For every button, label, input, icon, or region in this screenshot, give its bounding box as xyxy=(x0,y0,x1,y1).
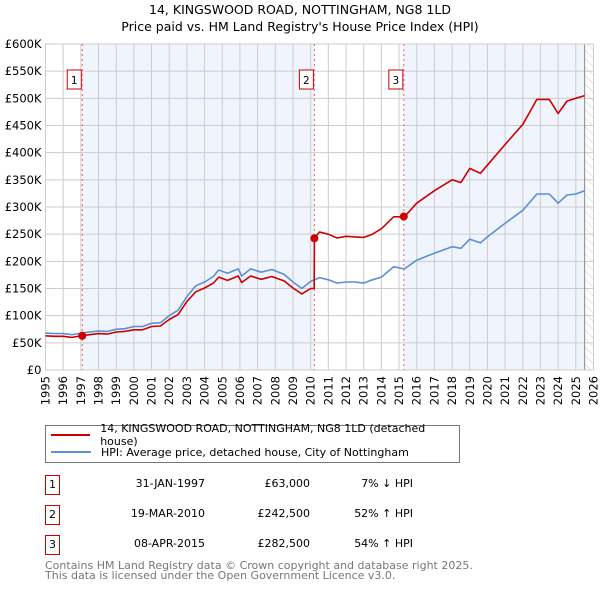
chart-title: 14, KINGSWOOD ROAD, NOTTINGHAM, NG8 1LD xyxy=(149,2,451,17)
legend: 14, KINGSWOOD ROAD, NOTTINGHAM, NG8 1LD … xyxy=(45,422,460,463)
x-tick-label: 2023 xyxy=(533,376,547,405)
sale-label-box xyxy=(66,69,82,90)
x-tick-label: 2015 xyxy=(392,376,406,405)
x-tick-label: 2010 xyxy=(304,376,318,405)
y-tick-label: £550K xyxy=(5,64,42,78)
sale-point xyxy=(310,234,319,243)
legend-swatch-price xyxy=(51,434,91,436)
x-tick-label: 2001 xyxy=(145,376,159,405)
transaction-hpi: 54% ↑ HPI xyxy=(354,537,413,550)
price-paid-line xyxy=(45,94,585,339)
transaction-date: 19-MAR-2010 xyxy=(130,507,205,520)
transaction-hpi: 7% ↓ HPI xyxy=(361,477,413,490)
x-tick-label: 2025 xyxy=(569,376,583,405)
y-tick-label: £500K xyxy=(5,91,42,105)
sale-point xyxy=(78,331,87,340)
transaction-marker: 3 xyxy=(45,535,60,555)
sale-label: 2 xyxy=(303,75,310,87)
x-tick-label: 2026 xyxy=(587,376,600,405)
x-tick-label: 1995 xyxy=(39,376,53,405)
transaction-row: 1 31-JAN-1997 £63,000 7% ↓ HPI xyxy=(45,475,465,495)
transaction-price: £242,500 xyxy=(257,507,311,520)
chart-subtitle: Price paid vs. HM Land Registry's House … xyxy=(121,19,479,34)
x-tick-label: 2020 xyxy=(480,376,494,405)
legend-item-hpi: HPI: Average price, detached house, City… xyxy=(51,444,409,460)
y-tick-label: £0 xyxy=(27,363,42,377)
transaction-row: 2 19-MAR-2010 £242,500 52% ↑ HPI xyxy=(45,505,465,525)
x-tick-label: 2019 xyxy=(463,376,477,405)
x-tick-label: 2004 xyxy=(198,376,212,405)
x-tick-label: 2011 xyxy=(321,376,335,405)
legend-item-price: 14, KINGSWOOD ROAD, NOTTINGHAM, NG8 1LD … xyxy=(51,422,459,448)
y-tick-label: £450K xyxy=(5,119,42,133)
legend-label-price: 14, KINGSWOOD ROAD, NOTTINGHAM, NG8 1LD … xyxy=(100,422,426,448)
sale-label: 1 xyxy=(71,75,78,87)
y-tick-label: £100K xyxy=(5,309,42,323)
y-tick-label: £250K xyxy=(5,227,42,241)
transaction-marker: 2 xyxy=(45,505,60,525)
x-tick-label: 2012 xyxy=(339,376,353,405)
x-tick-label: 2006 xyxy=(233,376,247,405)
x-tick-label: 2022 xyxy=(516,376,530,405)
x-tick-label: 2005 xyxy=(215,376,229,405)
x-tick-label: 2013 xyxy=(357,376,371,405)
transaction-date: 31-JAN-1997 xyxy=(135,477,205,490)
x-tick-label: 1999 xyxy=(109,376,123,405)
legend-swatch-hpi xyxy=(51,451,91,453)
y-tick-label: £300K xyxy=(5,200,42,214)
transaction-hpi: 52% ↑ HPI xyxy=(354,507,413,520)
x-tick-label: 2024 xyxy=(551,376,565,405)
y-tick-label: £200K xyxy=(5,254,42,268)
y-tick-label: £400K xyxy=(5,146,42,160)
x-tick-label: 2009 xyxy=(286,376,300,405)
transaction-date: 08-APR-2015 xyxy=(133,537,205,550)
sale-label: 3 xyxy=(392,75,399,87)
x-tick-label: 2002 xyxy=(162,376,176,405)
transaction-price: £63,000 xyxy=(264,477,311,490)
plot-area: 1995 1996 1997 1998 1999 2000 2001 2002 2003 2004… xyxy=(5,37,600,405)
x-tick-label: 1996 xyxy=(56,376,70,405)
legend-label-hpi: HPI: Average price, detached house, City… xyxy=(101,445,409,459)
x-tick-label: 1998 xyxy=(92,376,106,405)
x-tick-label: 1997 xyxy=(74,376,88,405)
transaction-price: £282,500 xyxy=(257,537,311,550)
x-tick-label: 2000 xyxy=(127,376,141,405)
x-tick-label: 2014 xyxy=(374,376,388,405)
x-tick-label: 2003 xyxy=(180,376,194,405)
y-tick-label: £50K xyxy=(12,336,42,350)
x-tick-label: 2018 xyxy=(445,376,459,405)
x-tick-label: 2017 xyxy=(427,376,441,405)
x-tick-label: 2021 xyxy=(498,376,512,405)
transaction-row: 3 08-APR-2015 £282,500 54% ↑ HPI xyxy=(45,535,465,555)
footer-copyright: Contains HM Land Registry data © Crown c… xyxy=(45,559,473,572)
y-tick-label: £150K xyxy=(5,282,42,296)
x-tick-label: 2007 xyxy=(251,376,265,405)
sale-point xyxy=(399,212,408,221)
transaction-marker: 1 xyxy=(45,475,60,495)
footer-licence: This data is licensed under the Open Gov… xyxy=(45,569,396,582)
sale-label-box xyxy=(298,69,314,90)
y-tick-label: £600K xyxy=(5,37,42,51)
x-tick-label: 2008 xyxy=(268,376,282,405)
sale-label-box xyxy=(388,69,404,90)
x-tick-label: 2016 xyxy=(410,376,424,405)
hpi-line xyxy=(45,189,585,336)
plot-border xyxy=(45,43,594,371)
y-tick-label: £350K xyxy=(5,173,42,187)
